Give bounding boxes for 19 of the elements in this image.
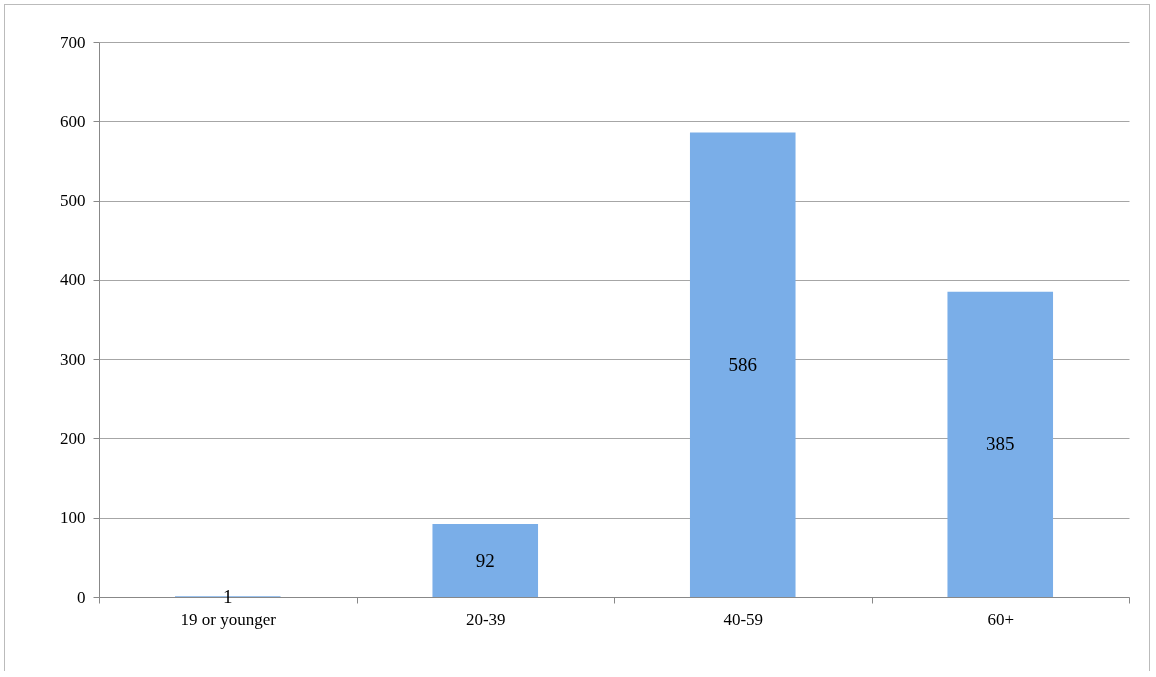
x-tick-label: 19 or younger bbox=[180, 609, 277, 629]
data-label: 92 bbox=[475, 549, 495, 571]
y-tick-label: 600 bbox=[60, 111, 86, 131]
x-tick-label: 20-39 bbox=[465, 609, 506, 629]
data-label: 586 bbox=[728, 353, 757, 375]
y-tick-label: 200 bbox=[60, 428, 86, 448]
data-label: 385 bbox=[986, 433, 1015, 455]
y-tick-label: 400 bbox=[60, 270, 86, 290]
bar bbox=[689, 132, 796, 597]
bar bbox=[432, 524, 539, 597]
y-tick-label: 700 bbox=[60, 32, 86, 52]
bar bbox=[947, 291, 1054, 597]
x-tick-label: 40-59 bbox=[723, 609, 764, 629]
y-tick-label: 500 bbox=[60, 191, 86, 211]
data-label: 1 bbox=[223, 585, 233, 607]
y-tick-label: 100 bbox=[60, 508, 86, 528]
x-tick-label: 60+ bbox=[987, 609, 1015, 629]
y-tick-label: 300 bbox=[60, 349, 86, 369]
y-tick-label: 0 bbox=[77, 587, 86, 607]
